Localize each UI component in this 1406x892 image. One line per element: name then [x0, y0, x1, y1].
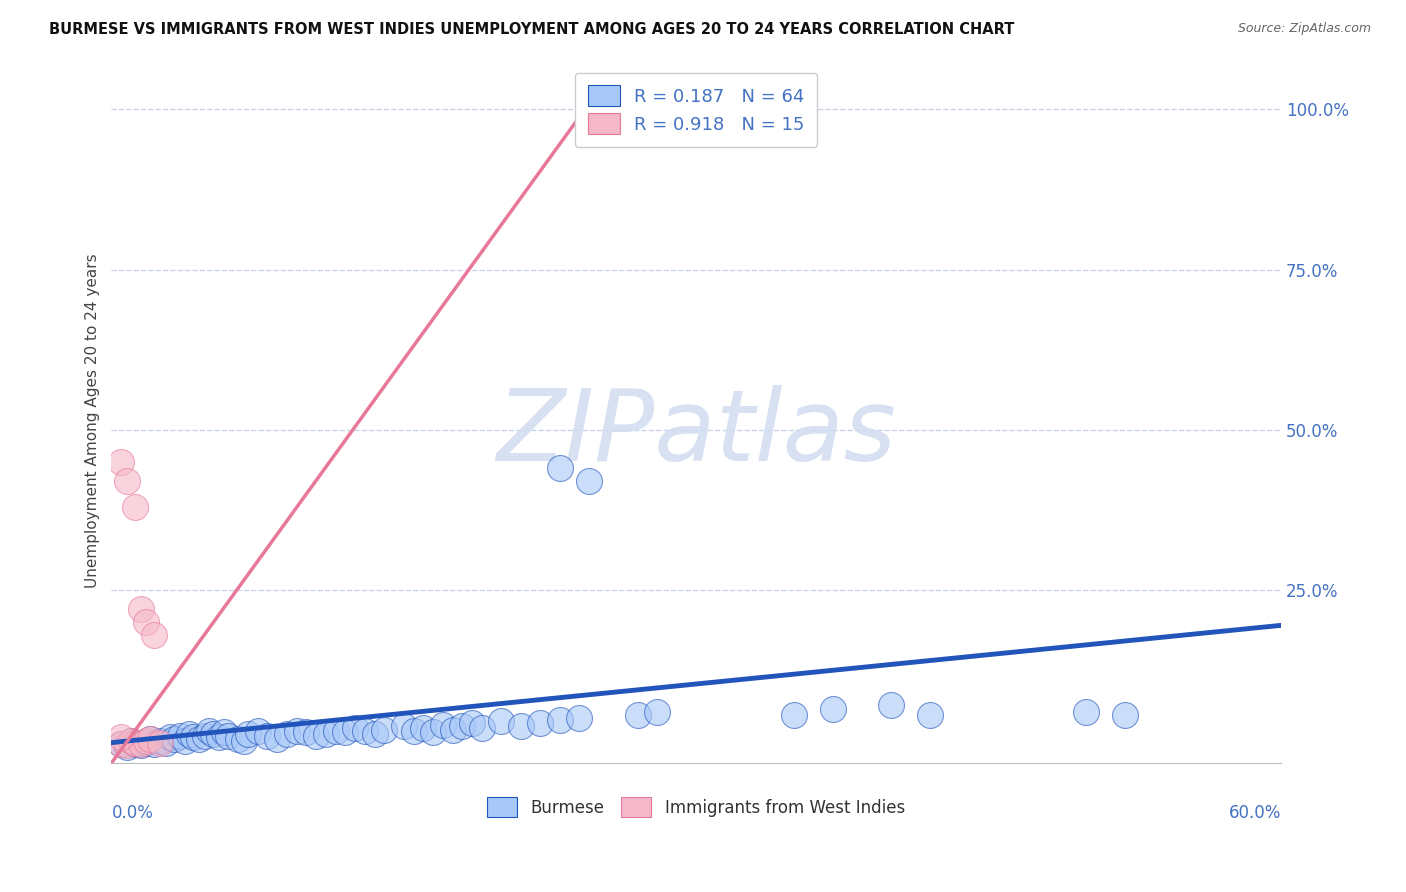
Point	[392, 719, 415, 733]
Point	[129, 738, 152, 752]
Point	[1114, 708, 1136, 723]
Point	[461, 716, 484, 731]
Point	[198, 724, 221, 739]
Point	[110, 731, 132, 745]
Point	[305, 729, 328, 743]
Point	[143, 737, 166, 751]
Point	[548, 461, 571, 475]
Y-axis label: Unemployment Among Ages 20 to 24 years: Unemployment Among Ages 20 to 24 years	[86, 253, 100, 588]
Point	[135, 736, 157, 750]
Point	[163, 731, 186, 746]
Point	[110, 737, 132, 751]
Point	[920, 708, 942, 723]
Point	[821, 701, 844, 715]
Point	[129, 602, 152, 616]
Point	[174, 733, 197, 747]
Point	[645, 705, 668, 719]
Point	[782, 708, 804, 723]
Point	[217, 729, 239, 743]
Point	[135, 733, 157, 747]
Point	[201, 727, 224, 741]
Point	[295, 725, 318, 739]
Point	[451, 719, 474, 733]
Point	[548, 713, 571, 727]
Point	[276, 727, 298, 741]
Point	[188, 731, 211, 746]
Point	[285, 724, 308, 739]
Point	[344, 721, 367, 735]
Text: 60.0%: 60.0%	[1229, 805, 1281, 822]
Point	[1074, 705, 1097, 719]
Point	[236, 727, 259, 741]
Point	[441, 723, 464, 737]
Point	[110, 737, 132, 751]
Point	[412, 721, 434, 735]
Point	[115, 740, 138, 755]
Point	[578, 474, 600, 488]
Point	[110, 455, 132, 469]
Point	[627, 708, 650, 723]
Point	[139, 731, 162, 746]
Point	[491, 714, 513, 729]
Point	[568, 711, 591, 725]
Point	[246, 724, 269, 739]
Point	[115, 738, 138, 752]
Point	[149, 736, 172, 750]
Point	[325, 724, 347, 739]
Point	[155, 736, 177, 750]
Point	[179, 727, 201, 741]
Point	[135, 615, 157, 629]
Legend: Burmese, Immigrants from West Indies: Burmese, Immigrants from West Indies	[481, 791, 911, 823]
Point	[422, 725, 444, 739]
Point	[120, 733, 142, 747]
Point	[880, 698, 903, 713]
Point	[363, 727, 385, 741]
Point	[226, 731, 249, 746]
Point	[124, 736, 146, 750]
Point	[129, 737, 152, 751]
Text: ZIPatlas: ZIPatlas	[496, 385, 896, 483]
Point	[509, 719, 531, 733]
Point	[169, 729, 191, 743]
Point	[335, 725, 357, 739]
Text: Source: ZipAtlas.com: Source: ZipAtlas.com	[1237, 22, 1371, 36]
Point	[149, 733, 172, 747]
Point	[115, 474, 138, 488]
Point	[143, 628, 166, 642]
Point	[120, 733, 142, 747]
Point	[124, 500, 146, 514]
Point	[315, 727, 337, 741]
Point	[233, 733, 256, 747]
Point	[214, 725, 236, 739]
Point	[256, 729, 278, 743]
Point	[529, 716, 551, 731]
Point	[159, 731, 181, 745]
Point	[373, 723, 395, 737]
Point	[353, 724, 375, 739]
Point	[402, 724, 425, 739]
Text: 0.0%: 0.0%	[111, 805, 153, 822]
Text: BURMESE VS IMMIGRANTS FROM WEST INDIES UNEMPLOYMENT AMONG AGES 20 TO 24 YEARS CO: BURMESE VS IMMIGRANTS FROM WEST INDIES U…	[49, 22, 1015, 37]
Point	[194, 729, 217, 743]
Point	[124, 737, 146, 751]
Point	[181, 731, 204, 745]
Point	[266, 731, 288, 746]
Point	[207, 731, 229, 745]
Point	[139, 731, 162, 746]
Point	[432, 717, 454, 731]
Point	[471, 721, 494, 735]
